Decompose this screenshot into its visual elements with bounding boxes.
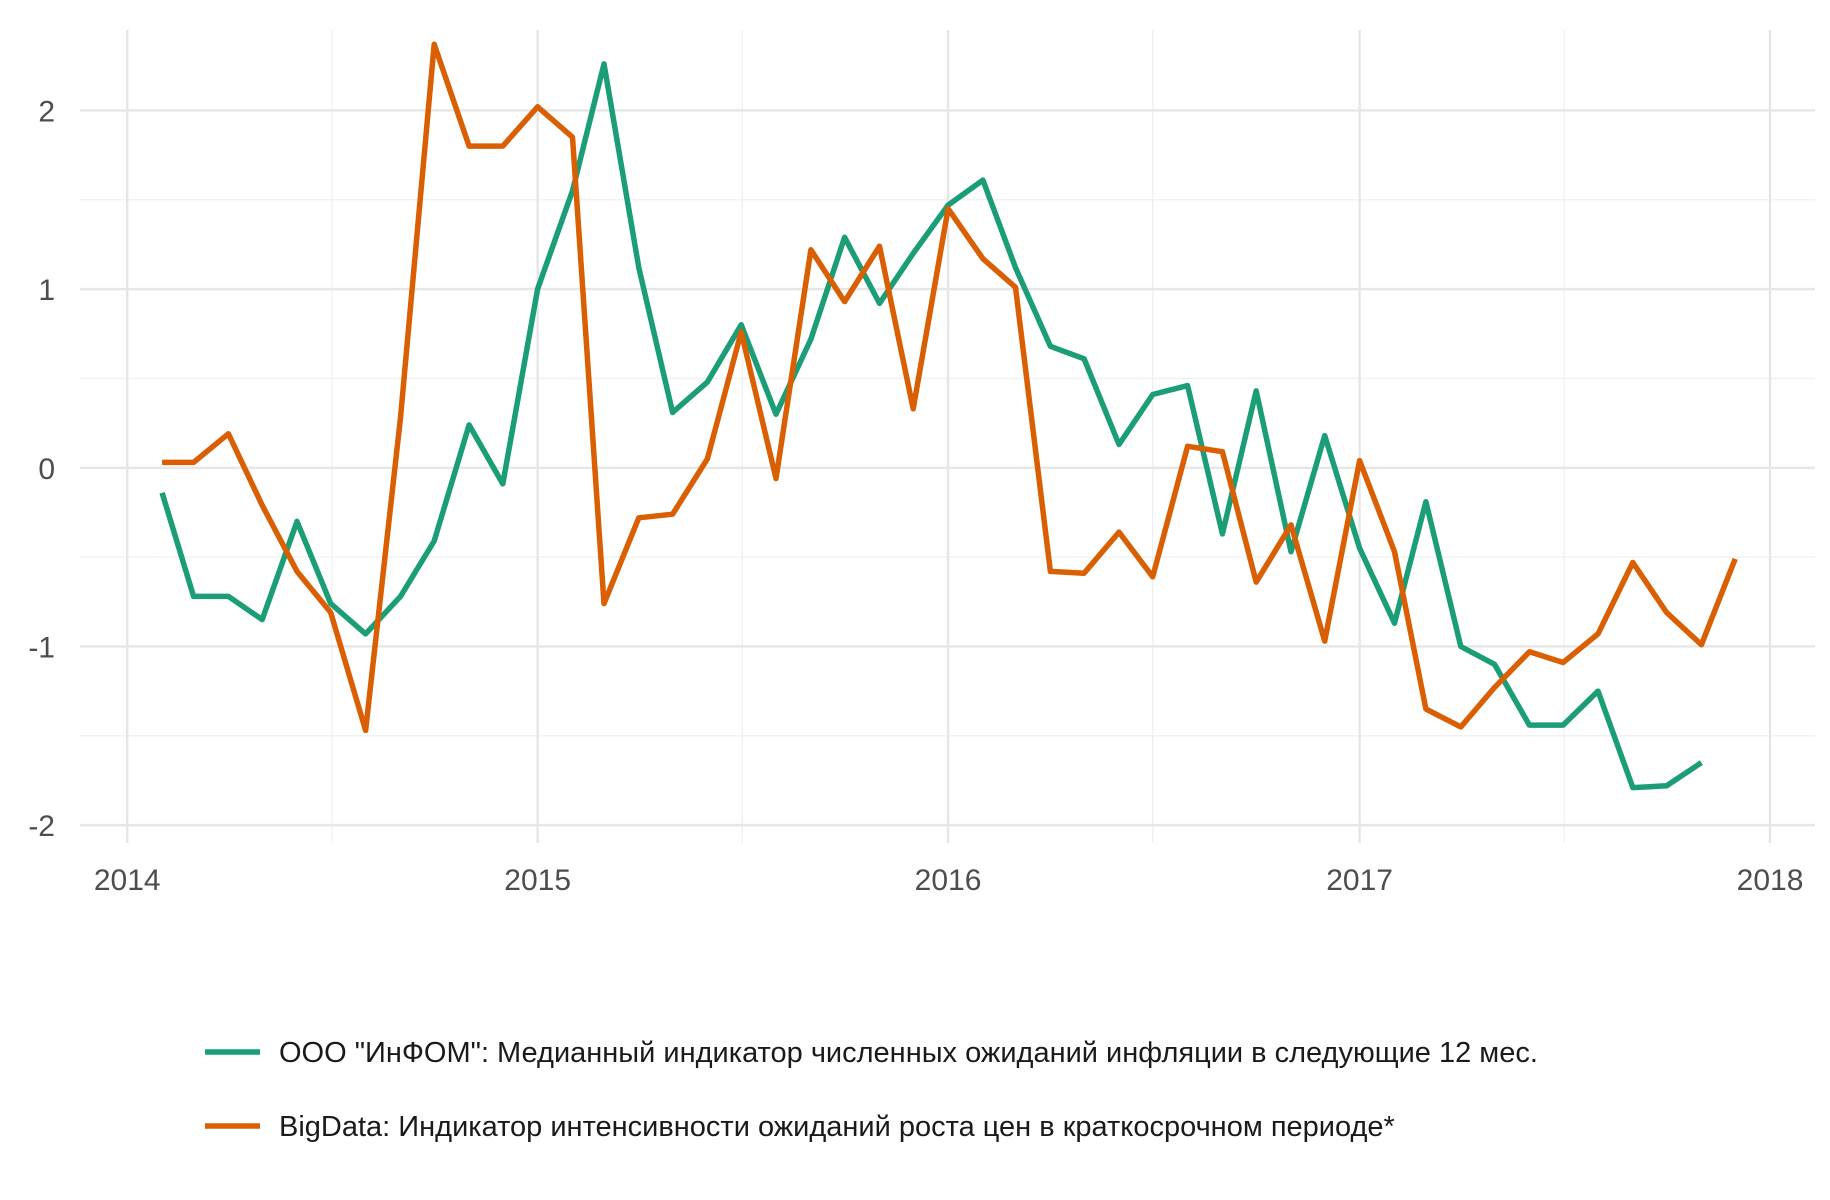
- x-tick-label: 2016: [915, 864, 982, 897]
- y-tick-label: 0: [38, 453, 55, 486]
- y-tick-label: -2: [28, 810, 55, 843]
- legend-label-2: BigData: Индикатор интенсивности ожидани…: [279, 1111, 1395, 1143]
- major-gridlines: [80, 30, 1815, 843]
- y-tick-label: -1: [28, 631, 55, 664]
- legend: ООО "ИнФОМ": Медианный индикатор численн…: [205, 1037, 1538, 1143]
- x-tick-label: 2014: [94, 864, 161, 897]
- x-tick-label: 2015: [504, 864, 571, 897]
- x-tick-label: 2017: [1326, 864, 1393, 897]
- series-line-1: [159, 61, 1703, 791]
- series-lines: [159, 41, 1738, 791]
- legend-label-1: ООО "ИнФОМ": Медианный индикатор численн…: [279, 1037, 1538, 1069]
- x-axis-tick-labels: 2014 2015 2016 2017 2018: [94, 864, 1804, 897]
- x-tick-label: 2018: [1737, 864, 1804, 897]
- series-line-2: [162, 41, 1738, 734]
- y-tick-label: 1: [38, 274, 55, 307]
- y-tick-label: 2: [38, 95, 55, 128]
- y-axis-tick-labels: -2 -1 0 1 2: [28, 95, 55, 843]
